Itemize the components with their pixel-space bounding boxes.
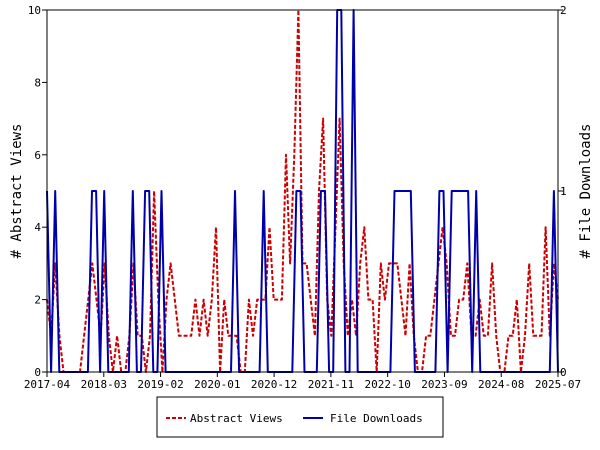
plot-frame (46, 9, 559, 373)
left-tick-label: 2 (34, 294, 41, 307)
x-tick-label: 2022-10 (364, 378, 410, 391)
legend-label-abstract-views: Abstract Views (190, 412, 283, 425)
x-tick-label: 2018-03 (81, 378, 127, 391)
y-right-axis-label: # File Downloads (578, 124, 594, 259)
left-axis-ticks: 0 2 4 6 8 10 (28, 4, 47, 379)
x-tick-label: 2024-08 (478, 378, 524, 391)
left-tick-label: 10 (28, 4, 41, 17)
left-tick-label: 4 (34, 221, 41, 234)
x-tick-label: 2023-09 (421, 378, 467, 391)
right-tick-label: 1 (560, 185, 567, 198)
legend-label-file-downloads: File Downloads (330, 412, 423, 425)
x-tick-label: 2017-04 (24, 378, 71, 391)
y-left-axis-label: # Abstract Views (9, 124, 25, 259)
legend: Abstract Views File Downloads (156, 396, 444, 438)
x-tick-label: 2025-07 (535, 378, 581, 391)
legend-box (156, 396, 444, 438)
left-tick-label: 6 (34, 149, 41, 162)
left-tick-label: 8 (34, 76, 41, 89)
x-tick-label: 2019-02 (137, 378, 183, 391)
right-axis-ticks: 0 1 2 (558, 4, 567, 379)
x-axis-ticks: 2017-04 2018-03 2019-02 2020-01 2020-12 2021-… (24, 372, 581, 391)
right-tick-label: 2 (560, 4, 567, 17)
series-layer (46, 9, 559, 373)
x-tick-label: 2020-01 (194, 378, 240, 391)
left-tick-label: 0 (34, 366, 41, 379)
series-line-file-downloads (46, 9, 559, 373)
right-tick-label: 0 (560, 366, 567, 379)
x-tick-label: 2021-11 (308, 378, 354, 391)
x-tick-label: 2020-12 (251, 378, 297, 391)
